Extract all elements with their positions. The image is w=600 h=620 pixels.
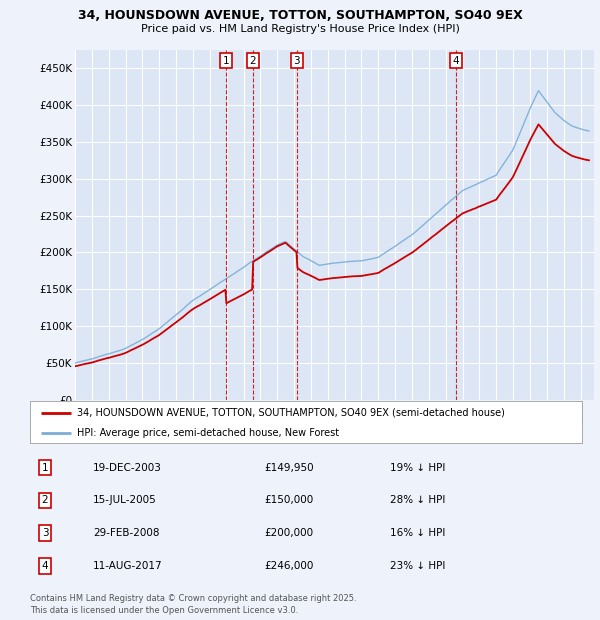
Text: 3: 3 xyxy=(293,56,300,66)
Text: 4: 4 xyxy=(41,561,49,571)
Text: 3: 3 xyxy=(41,528,49,538)
Text: £150,000: £150,000 xyxy=(264,495,313,505)
Text: £246,000: £246,000 xyxy=(264,561,313,571)
Text: 2: 2 xyxy=(249,56,256,66)
Text: 29-FEB-2008: 29-FEB-2008 xyxy=(93,528,160,538)
Text: £149,950: £149,950 xyxy=(264,463,314,472)
Text: Price paid vs. HM Land Registry's House Price Index (HPI): Price paid vs. HM Land Registry's House … xyxy=(140,24,460,33)
Text: 2: 2 xyxy=(41,495,49,505)
Text: 4: 4 xyxy=(452,56,460,66)
Text: 28% ↓ HPI: 28% ↓ HPI xyxy=(390,495,445,505)
Text: 19-DEC-2003: 19-DEC-2003 xyxy=(93,463,162,472)
Text: 1: 1 xyxy=(41,463,49,472)
Text: 11-AUG-2017: 11-AUG-2017 xyxy=(93,561,163,571)
Text: 34, HOUNSDOWN AVENUE, TOTTON, SOUTHAMPTON, SO40 9EX (semi-detached house): 34, HOUNSDOWN AVENUE, TOTTON, SOUTHAMPTO… xyxy=(77,407,505,417)
Text: 1: 1 xyxy=(223,56,229,66)
Text: 34, HOUNSDOWN AVENUE, TOTTON, SOUTHAMPTON, SO40 9EX: 34, HOUNSDOWN AVENUE, TOTTON, SOUTHAMPTO… xyxy=(77,9,523,22)
Text: 19% ↓ HPI: 19% ↓ HPI xyxy=(390,463,445,472)
Text: Contains HM Land Registry data © Crown copyright and database right 2025.
This d: Contains HM Land Registry data © Crown c… xyxy=(30,594,356,615)
Text: 16% ↓ HPI: 16% ↓ HPI xyxy=(390,528,445,538)
Text: 15-JUL-2005: 15-JUL-2005 xyxy=(93,495,157,505)
Text: HPI: Average price, semi-detached house, New Forest: HPI: Average price, semi-detached house,… xyxy=(77,428,339,438)
Text: £200,000: £200,000 xyxy=(264,528,313,538)
Text: 23% ↓ HPI: 23% ↓ HPI xyxy=(390,561,445,571)
